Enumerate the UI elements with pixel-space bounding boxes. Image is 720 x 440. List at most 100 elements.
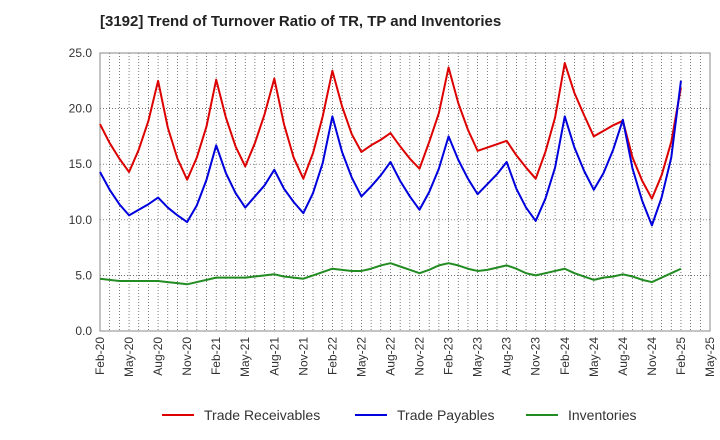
data-point-trade-receivables (504, 138, 509, 143)
data-point-trade-payables (98, 169, 103, 174)
data-point-trade-payables (165, 205, 170, 210)
data-point-inventories (446, 261, 451, 266)
y-tick-label: 15.0 (69, 157, 93, 171)
series-line-trade-payables (99, 80, 682, 227)
data-point-trade-receivables (640, 178, 645, 183)
series-line-inventories (99, 262, 682, 286)
legend-swatch-trade-receivables (162, 414, 194, 416)
data-point-inventories (456, 263, 461, 268)
data-point-trade-receivables (359, 149, 364, 154)
legend-item-trade-receivables: Trade Receivables (162, 404, 320, 426)
data-point-trade-receivables (349, 132, 354, 137)
data-point-inventories (533, 273, 538, 278)
data-point-trade-payables (427, 190, 432, 195)
data-point-trade-receivables (427, 139, 432, 144)
data-point-trade-receivables (649, 196, 654, 201)
data-point-trade-payables (146, 202, 151, 207)
data-point-inventories (591, 277, 596, 282)
data-point-trade-receivables (494, 142, 499, 147)
data-point-trade-payables (214, 143, 219, 148)
legend-label-trade-receivables: Trade Receivables (204, 407, 321, 423)
data-point-inventories (330, 266, 335, 271)
x-tick-label: May-25 (703, 337, 717, 377)
data-point-trade-payables (678, 78, 683, 83)
data-point-inventories (146, 278, 151, 283)
data-point-inventories (572, 271, 577, 276)
data-point-inventories (204, 277, 209, 282)
data-point-inventories (340, 267, 345, 272)
data-point-inventories (417, 271, 422, 276)
data-point-trade-receivables (107, 141, 112, 146)
series-line-trade-receivables (99, 62, 682, 200)
data-point-trade-payables (611, 147, 616, 152)
data-point-inventories (301, 276, 306, 281)
x-tick-label: Nov-21 (296, 337, 310, 376)
data-point-trade-receivables (436, 111, 441, 116)
data-point-inventories (611, 274, 616, 279)
data-point-inventories (640, 277, 645, 282)
data-point-trade-payables (311, 191, 316, 196)
data-point-trade-receivables (301, 176, 306, 181)
y-tick-label: 0.0 (75, 324, 92, 338)
data-point-trade-receivables (194, 155, 199, 160)
data-point-inventories (165, 280, 170, 285)
data-point-trade-payables (330, 114, 335, 119)
data-point-trade-receivables (311, 151, 316, 156)
data-point-inventories (117, 278, 122, 283)
data-point-trade-receivables (659, 173, 664, 178)
data-point-trade-payables (533, 218, 538, 223)
x-tick-label: Feb-21 (209, 337, 223, 375)
data-point-inventories (620, 272, 625, 277)
chart-title: [3192] Trend of Turnover Ratio of TR, TP… (100, 13, 502, 30)
series-points-inventories (98, 261, 684, 287)
x-tick-label: Feb-24 (558, 337, 572, 375)
data-point-inventories (252, 274, 257, 279)
data-point-trade-receivables (136, 147, 141, 152)
data-point-trade-receivables (165, 125, 170, 130)
data-point-inventories (436, 263, 441, 268)
data-point-inventories (272, 272, 277, 277)
data-point-trade-payables (640, 198, 645, 203)
data-point-trade-payables (543, 196, 548, 201)
data-point-trade-payables (243, 205, 248, 210)
data-point-trade-receivables (417, 166, 422, 171)
data-point-trade-payables (649, 223, 654, 228)
data-point-trade-payables (601, 171, 606, 176)
data-point-trade-payables (340, 149, 345, 154)
data-point-trade-payables (504, 159, 509, 164)
data-point-inventories (649, 280, 654, 285)
x-tick-label: Feb-25 (674, 337, 688, 375)
series-points-trade-receivables (98, 61, 684, 202)
x-tick-label: Nov-23 (529, 337, 543, 376)
data-point-trade-receivables (156, 78, 161, 83)
x-tick-label: May-24 (587, 337, 601, 377)
data-point-inventories (678, 266, 683, 271)
data-point-trade-receivables (214, 77, 219, 82)
data-point-trade-payables (659, 195, 664, 200)
axis-layer (99, 52, 711, 332)
data-point-trade-receivables (475, 148, 480, 153)
data-point-inventories (136, 278, 141, 283)
data-point-trade-payables (456, 157, 461, 162)
legend-swatch-trade-payables (355, 414, 387, 416)
x-tick-label: Aug-21 (267, 337, 281, 376)
data-point-inventories (465, 266, 470, 271)
x-tick-label: May-21 (238, 337, 252, 377)
series-points-trade-payables (98, 78, 684, 228)
data-point-trade-receivables (601, 128, 606, 133)
data-point-inventories (485, 267, 490, 272)
data-point-inventories (494, 265, 499, 270)
data-point-trade-payables (156, 195, 161, 200)
legend-label-inventories: Inventories (568, 407, 637, 423)
data-point-inventories (669, 271, 674, 276)
data-point-trade-payables (475, 192, 480, 197)
data-point-inventories (349, 268, 354, 273)
data-point-inventories (194, 280, 199, 285)
data-point-trade-payables (252, 194, 257, 199)
data-point-trade-payables (204, 177, 209, 182)
data-point-trade-payables (291, 200, 296, 205)
data-point-inventories (514, 266, 519, 271)
data-point-trade-receivables (446, 65, 451, 70)
legend: Trade Receivables Trade Payables Invento… (0, 404, 720, 426)
